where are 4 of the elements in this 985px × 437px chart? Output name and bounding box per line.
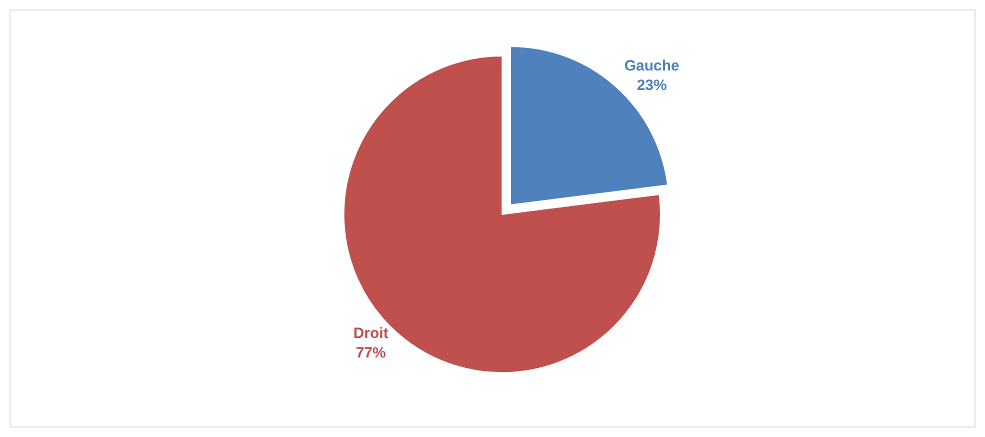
- slice-label: Droit: [353, 325, 388, 342]
- data-label: 23%: [636, 77, 667, 94]
- data-label: 77%: [356, 344, 386, 362]
- slice-label: Gauche: [624, 58, 680, 75]
